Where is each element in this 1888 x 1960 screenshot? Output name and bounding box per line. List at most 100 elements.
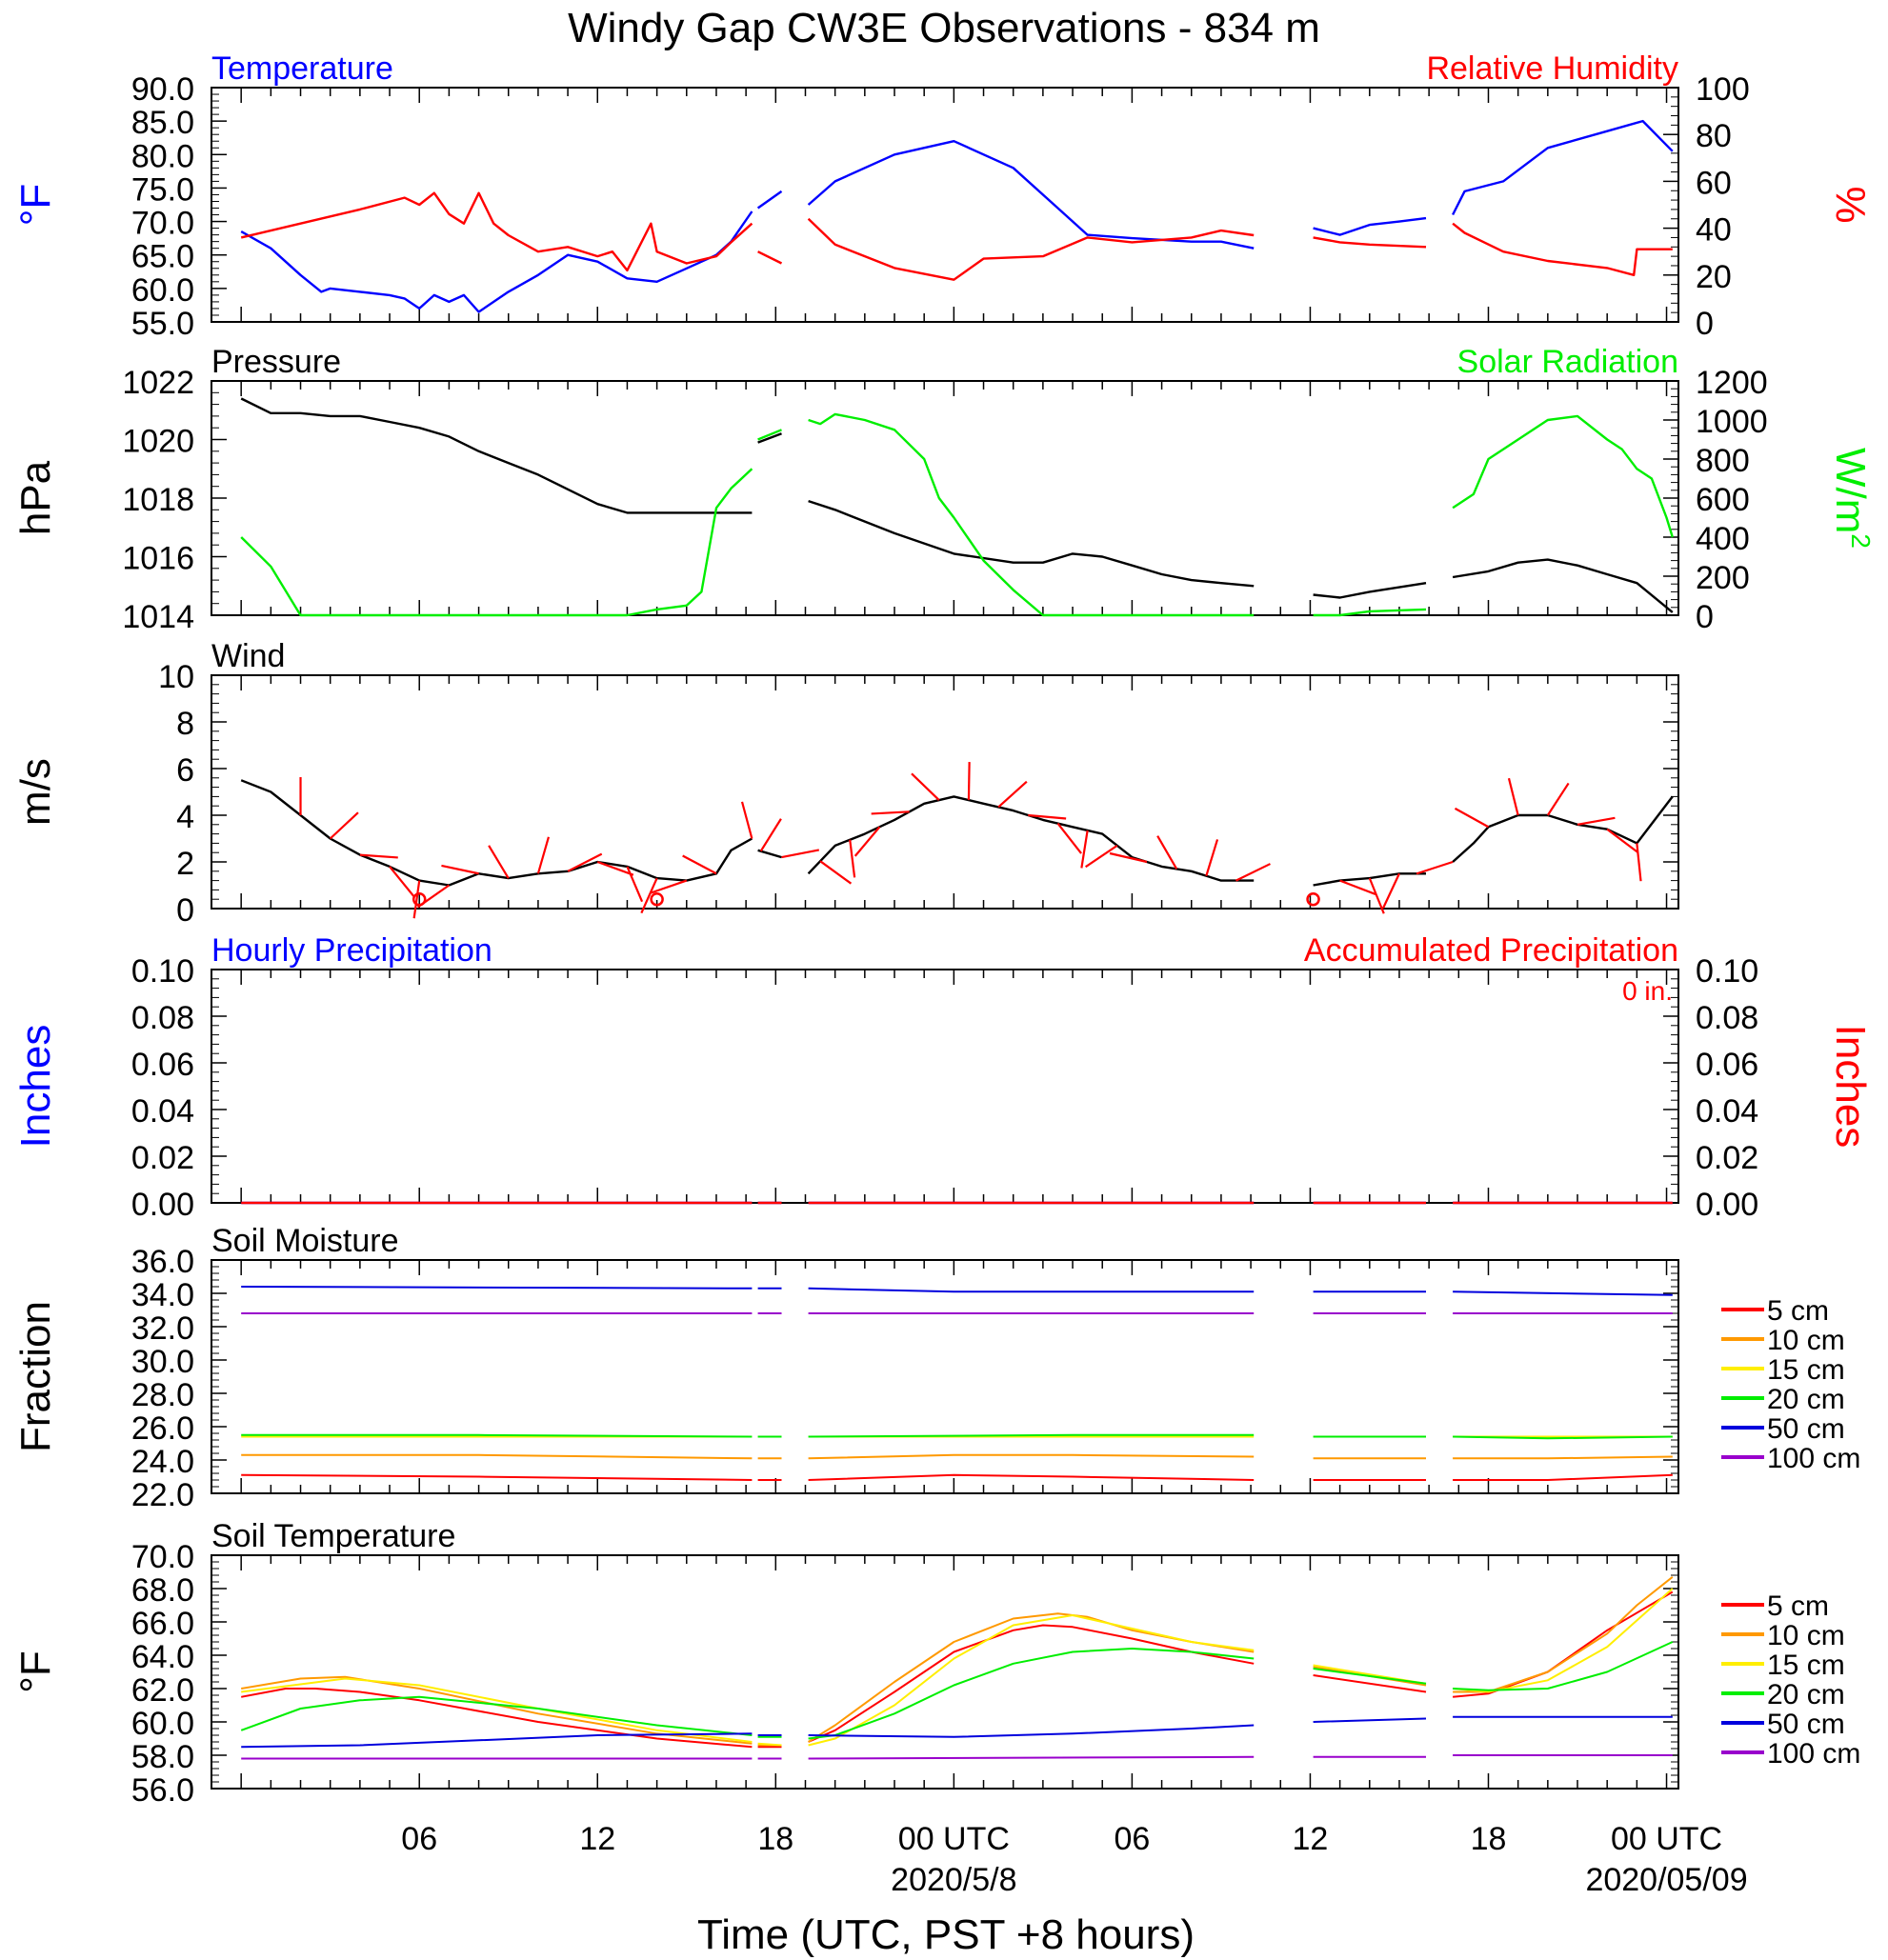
series-line-relative-humidity: [240, 191, 1673, 281]
calm-wind-marker: [1306, 891, 1320, 907]
series-line-50-cm: [241, 1286, 1673, 1296]
y-tick-label-right: 200: [1696, 560, 1750, 596]
panel-title-left: Soil Moisture: [211, 1223, 399, 1259]
wind-barb: [1606, 828, 1638, 853]
y-tick-label-left: 56.0: [131, 1772, 194, 1809]
series-line-20-cm: [240, 1641, 1674, 1740]
series-line-pressure: [240, 397, 1674, 613]
series-line-10-cm: [241, 1576, 1674, 1747]
wind-barb: [819, 860, 853, 885]
y-tick-label-left: 1016: [122, 541, 194, 577]
y-axis-label-left: hPa: [12, 460, 59, 535]
y-tick-label-left: 62.0: [131, 1672, 194, 1709]
y-tick-label-left: 36.0: [131, 1244, 194, 1280]
y-tick-label-right: 60: [1696, 165, 1732, 201]
legend-label: 50 cm: [1767, 1709, 1845, 1740]
y-tick-label-left: 0.10: [131, 953, 194, 990]
wind-barb: [1156, 835, 1178, 870]
series-line-5-cm: [241, 1473, 1673, 1481]
panel-title-left: Soil Temperature: [211, 1518, 455, 1554]
wind-barb: [441, 864, 479, 875]
y-tick-label-right: 0: [1696, 306, 1714, 342]
wind-barb: [682, 854, 717, 875]
legend-label: 10 cm: [1767, 1620, 1845, 1651]
y-tick-label-right: 1000: [1696, 404, 1768, 440]
panels: 55.060.065.070.075.080.085.090.002040608…: [12, 50, 1876, 1809]
series-group: [240, 397, 1674, 617]
y-tick-label-left: 24.0: [131, 1444, 194, 1480]
panel-wind: 0 2 4 6 8 10 Wind m/s: [12, 638, 1679, 929]
wind-barb: [329, 811, 359, 840]
wind-barb: [596, 860, 634, 876]
wind-barb: [849, 839, 856, 878]
wind-barb: [1080, 830, 1089, 869]
x-axis: 06 12 18 00 UTC 2020/5/8 06 12 18 00 UTC 2020/05/…: [401, 1821, 1747, 1898]
panel-soil-temperature: 56.058.060.062.064.066.068.070.0 Soil Tem…: [12, 1518, 1860, 1809]
series-line-solar-radiation: [240, 412, 1674, 617]
y-axis-label-left: m/s: [12, 758, 59, 826]
series-line-100-cm: [241, 1754, 1673, 1760]
y-tick-label-right: 600: [1696, 482, 1750, 518]
panel-title-left: Wind: [211, 638, 285, 674]
x-tick-label: 06: [401, 1821, 437, 1857]
y-axis-label-right: %: [1827, 186, 1874, 223]
wind-barb: [1205, 839, 1219, 877]
panel-title-left: Temperature: [211, 50, 393, 87]
y-tick-label-left: 66.0: [131, 1606, 194, 1642]
y-tick-label-right: 800: [1696, 443, 1750, 479]
series-group: [240, 119, 1674, 313]
wind-barb: [1368, 877, 1385, 914]
y-tick-label-left: 6: [176, 752, 194, 789]
y-tick-label-left: 64.0: [131, 1639, 194, 1675]
wind-barb: [781, 849, 820, 859]
series-group: [241, 1286, 1673, 1481]
plot-frame: [211, 380, 1679, 616]
y-tick-label-right: 0.08: [1696, 1000, 1758, 1036]
legend-label: 15 cm: [1767, 1354, 1845, 1386]
y-tick-label-left: 80.0: [131, 138, 194, 174]
x-tick-label: 18: [1471, 1821, 1507, 1857]
y-tick-label-left: 0.08: [131, 1000, 194, 1036]
y-axis-label-left: Fraction: [12, 1301, 59, 1452]
wind-barb: [412, 880, 421, 919]
panel-hourly-precipitation: 0.00 0.02 0.04 0.06 0.08 0.10 0.00 0.02 0.04 0.06…: [12, 932, 1874, 1223]
y-tick-label-right: 0.06: [1696, 1047, 1758, 1083]
plot-frame: [211, 1259, 1679, 1494]
y-tick-label-left: 68.0: [131, 1572, 194, 1609]
x-date-label: 2020/05/09: [1585, 1862, 1747, 1898]
unit-superscript: 2: [1846, 533, 1876, 549]
y-tick-label-right: 100: [1696, 71, 1750, 108]
panel-title-right: Solar Radiation: [1457, 344, 1678, 380]
y-tick-label-right: 40: [1696, 212, 1732, 249]
wind-barb: [536, 836, 550, 874]
panel-soil-moisture: 22.024.026.028.030.032.034.036.0 Soil Moi…: [12, 1223, 1860, 1513]
wind-barb: [997, 780, 1028, 809]
wind-barb: [640, 877, 658, 914]
plot-frame: [211, 674, 1679, 910]
y-tick-label-left: 8: [176, 706, 194, 742]
y-tick-label-left: 70.0: [131, 206, 194, 242]
y-tick-label-right: 0.04: [1696, 1093, 1758, 1130]
wind-barb: [626, 866, 644, 903]
y-tick-label-left: 90.0: [131, 71, 194, 108]
series-line-5-cm: [241, 1590, 1674, 1749]
y-tick-label-left: 75.0: [131, 171, 194, 208]
y-axis-label-left: Inches: [12, 1025, 59, 1149]
wind-barb: [1382, 872, 1400, 909]
y-tick-label-left: 1014: [122, 599, 194, 635]
panel-title-right: Accumulated Precipitation: [1304, 932, 1678, 969]
legend-label: 50 cm: [1767, 1413, 1845, 1445]
x-tick-label: 18: [757, 1821, 793, 1857]
legend-label: 10 cm: [1767, 1325, 1845, 1356]
calm-wind-marker: [650, 891, 664, 907]
y-tick-label-right: 0: [1696, 599, 1714, 635]
y-tick-label-left: 34.0: [131, 1277, 194, 1313]
x-tick-label: 00 UTC: [898, 1821, 1010, 1857]
panel-title-right: Relative Humidity: [1426, 50, 1678, 87]
y-tick-label-left: 22.0: [131, 1477, 194, 1513]
wind-barb: [650, 879, 688, 894]
wind-barb: [488, 845, 510, 879]
